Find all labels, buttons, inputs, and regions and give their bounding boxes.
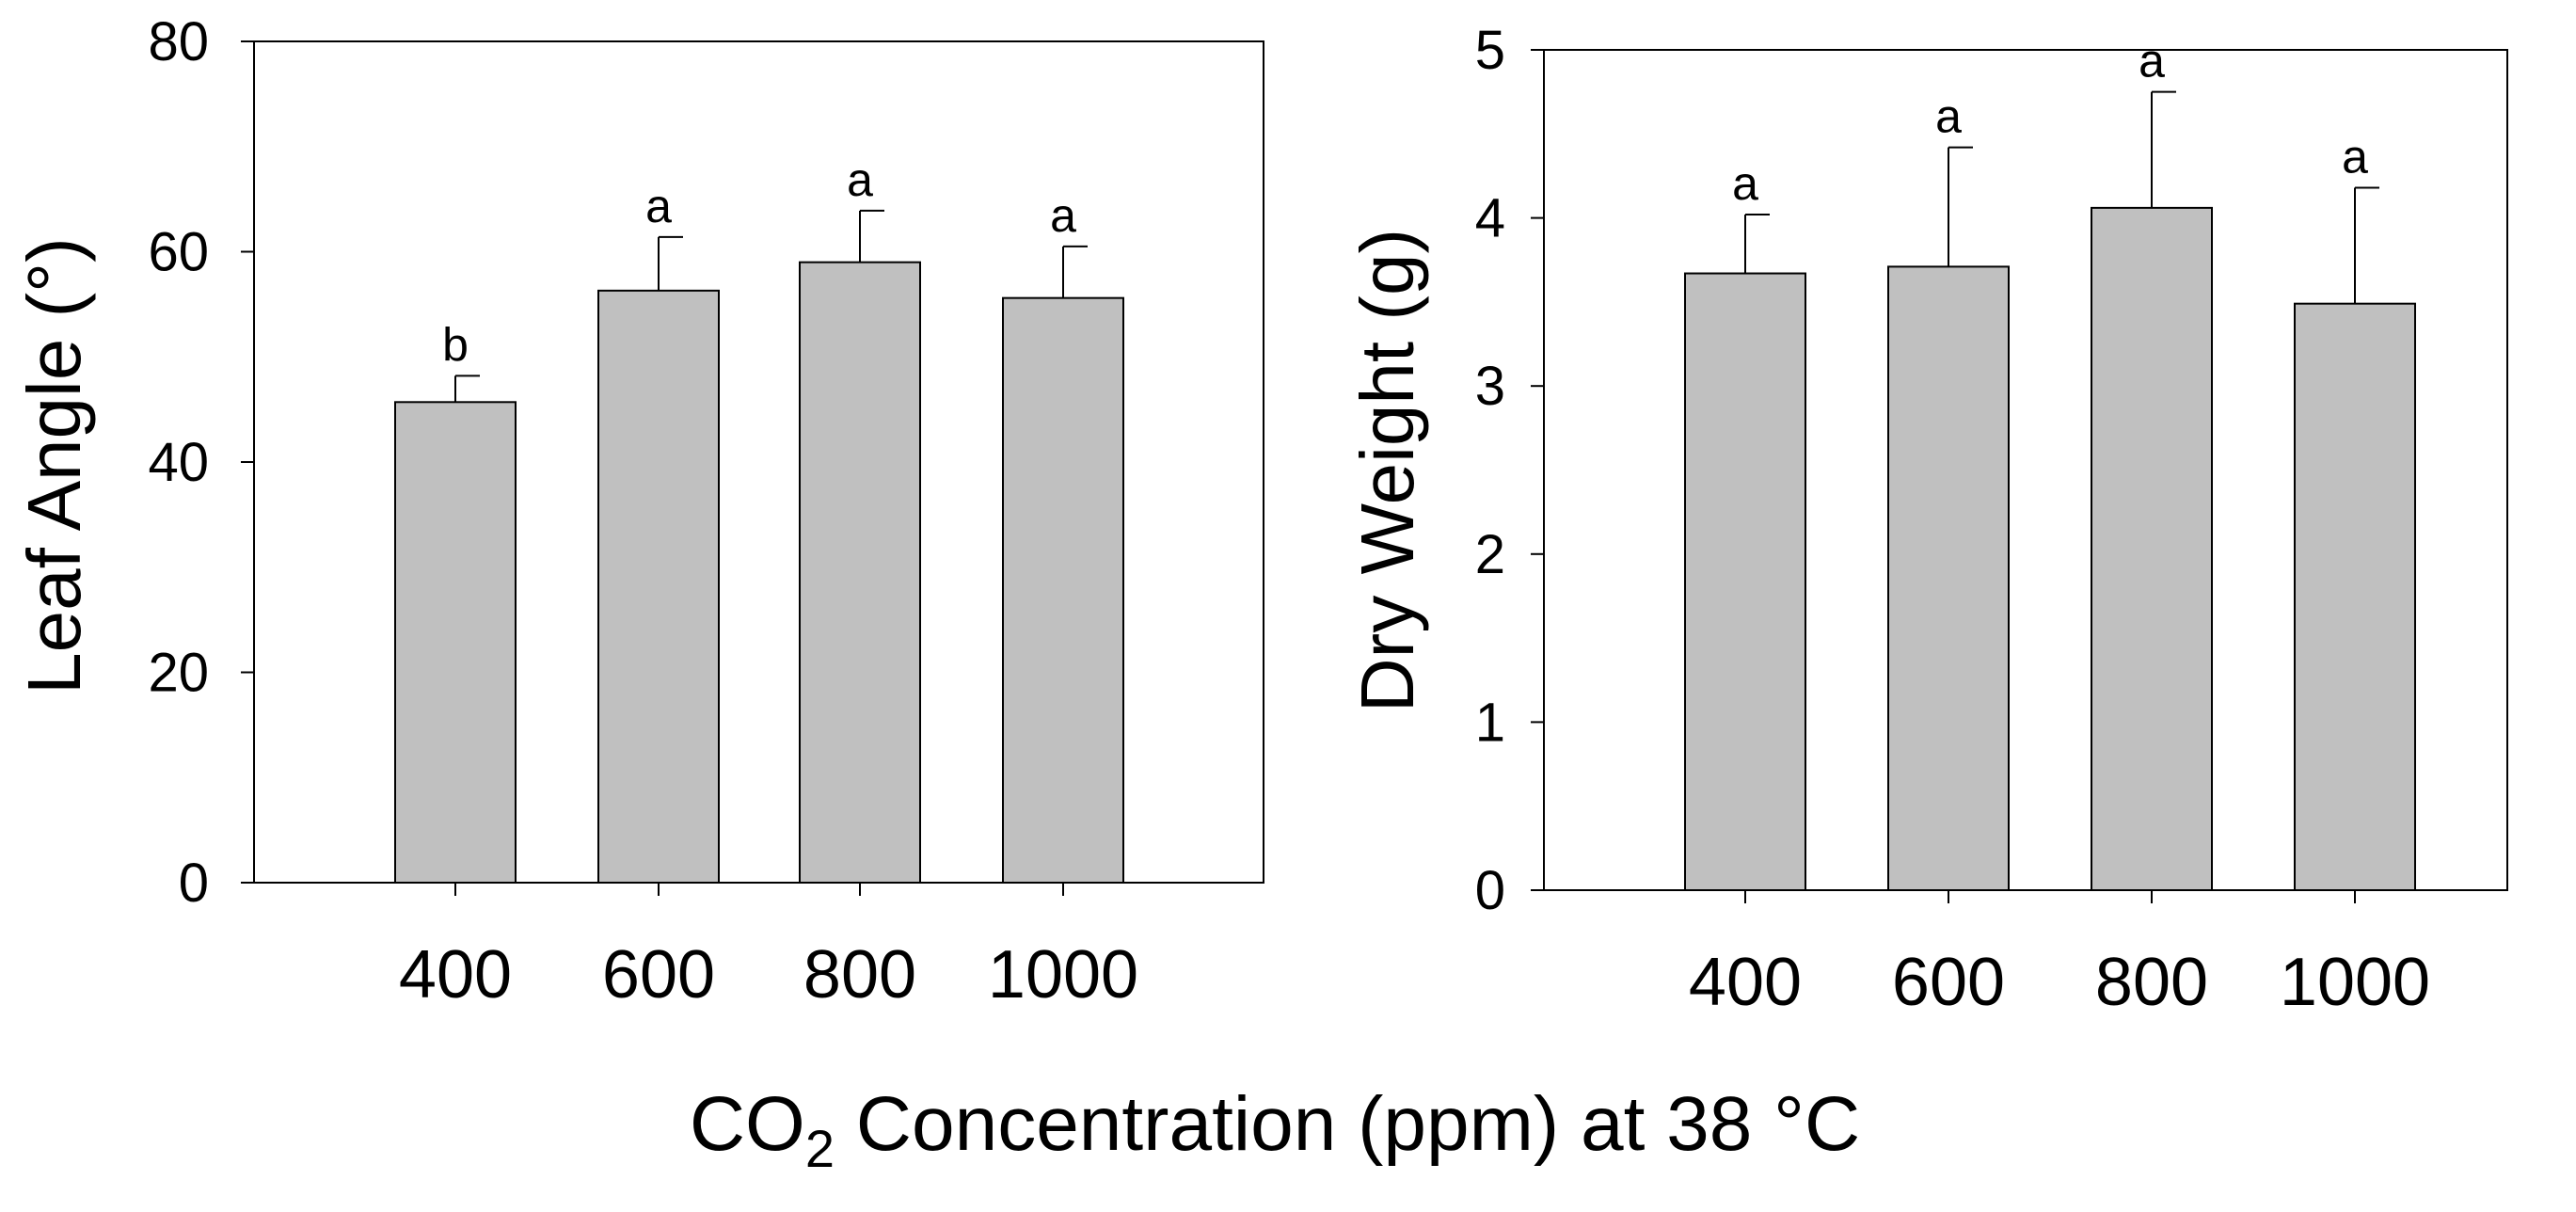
y-tick-label: 5	[1475, 20, 1505, 81]
x-tick-label: 400	[399, 937, 512, 1013]
y-tick-label: 4	[1475, 188, 1505, 249]
significance-letter: a	[1050, 189, 1076, 242]
y-tick-label: 20	[148, 643, 209, 704]
bar	[394, 401, 517, 884]
y-tick-label: 60	[148, 222, 209, 283]
bar	[2294, 302, 2416, 892]
bar	[799, 261, 921, 884]
dry-weight-panel: 0 1 2 3 4 5 Dry Weight (g) a 400 a 600 a 800 a 1000	[1345, 20, 2508, 1020]
significance-letter: a	[1732, 157, 1758, 210]
x-tick-label: 400	[1689, 945, 1802, 1020]
x-tick-label: 800	[2095, 945, 2208, 1020]
x-axis-label-subscript: 2	[805, 1119, 835, 1178]
y-tick-label: 3	[1475, 356, 1505, 417]
shared-x-axis-label: CO2 Concentration (ppm) at 38 °C	[690, 1081, 1860, 1178]
x-tick-label: 800	[803, 937, 916, 1013]
x-tick-label: 1000	[988, 937, 1138, 1013]
significance-letter: b	[442, 318, 469, 371]
x-axis-label-prefix: CO	[690, 1081, 805, 1167]
bar	[1684, 272, 1806, 891]
bar	[2091, 206, 2213, 892]
y-axis-label: Dry Weight (g)	[1345, 229, 1429, 712]
x-tick-label: 1000	[2280, 945, 2430, 1020]
x-tick-label: 600	[1892, 945, 2005, 1020]
y-axis-label: Leaf Angle (°)	[12, 237, 96, 694]
x-axis-label-suffix: Concentration (ppm) at 38 °C	[835, 1081, 1860, 1167]
bar	[1887, 265, 2010, 892]
y-tick-label: 80	[148, 11, 209, 72]
y-tick-label: 2	[1475, 524, 1505, 585]
leaf-angle-panel: 0 20 40 60 80 Leaf Angle (°) b 400 a 600 a 800 a 1000	[12, 11, 1264, 1013]
significance-letter: a	[645, 180, 672, 232]
x-tick-label: 600	[602, 937, 715, 1013]
bar	[597, 289, 720, 885]
y-tick-label: 40	[148, 432, 209, 493]
y-tick-label: 1	[1475, 692, 1505, 753]
significance-letter: a	[1935, 90, 1962, 143]
plot-frame	[1543, 49, 2508, 891]
significance-letter: a	[2342, 130, 2368, 183]
y-tick-label: 0	[1475, 860, 1505, 921]
significance-letter: a	[847, 153, 873, 206]
y-tick-label: 0	[179, 853, 209, 914]
bar	[1002, 296, 1124, 885]
significance-letter: a	[2139, 35, 2165, 88]
